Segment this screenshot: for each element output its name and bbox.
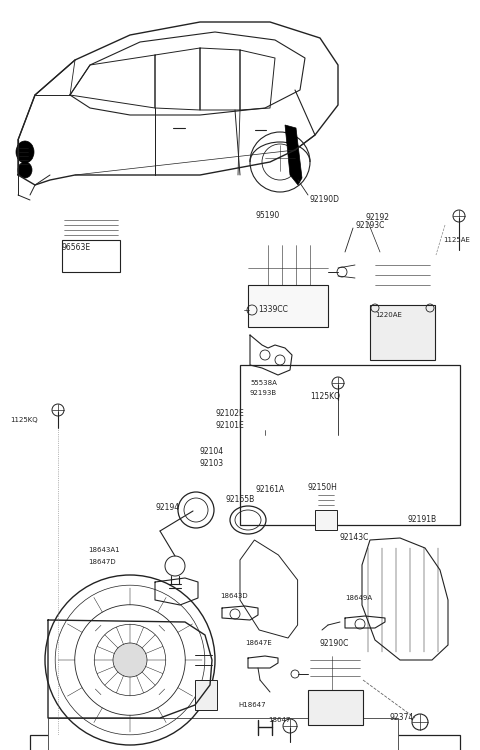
Text: 92161A: 92161A [255, 485, 284, 494]
Text: 92190D: 92190D [310, 196, 340, 205]
Text: 96563E: 96563E [62, 244, 91, 253]
Text: 18643D: 18643D [220, 593, 248, 599]
Bar [370, 305, 435, 360]
Polygon shape [285, 125, 302, 185]
Text: 92103: 92103 [200, 460, 224, 469]
Bar [48, 718, 398, 750]
Text: 92191B: 92191B [408, 515, 437, 524]
Text: 18647E: 18647E [245, 640, 272, 646]
Text: 92193B: 92193B [250, 390, 277, 396]
Text: 1339CC: 1339CC [258, 305, 288, 314]
Text: 92190C: 92190C [320, 638, 349, 647]
Text: 92143C: 92143C [340, 533, 370, 542]
Text: 92101E: 92101E [215, 421, 244, 430]
Text: 92102E: 92102E [215, 409, 244, 418]
Text: 1125KQ: 1125KQ [10, 417, 37, 423]
Text: 18647: 18647 [268, 717, 290, 723]
Ellipse shape [18, 162, 32, 178]
Text: H18647: H18647 [238, 702, 265, 708]
Text: 92374: 92374 [390, 713, 414, 722]
Text: 92194: 92194 [155, 503, 179, 512]
Text: 55538A: 55538A [250, 380, 277, 386]
Ellipse shape [16, 141, 34, 163]
Text: 92165B: 92165B [225, 496, 254, 505]
Bar [195, 680, 217, 710]
Text: 92193C: 92193C [355, 220, 384, 230]
Text: 18649A: 18649A [345, 595, 372, 601]
Text: 1125AE: 1125AE [443, 237, 470, 243]
Bar [308, 690, 363, 725]
Bar [315, 510, 337, 530]
Text: 18643A1: 18643A1 [88, 547, 120, 553]
Bar [248, 285, 328, 327]
Text: 95190: 95190 [255, 211, 279, 220]
Circle shape [113, 643, 147, 677]
Text: 1220AE: 1220AE [375, 312, 402, 318]
Bar [30, 735, 460, 750]
Bar [62, 240, 120, 272]
Text: 92150H: 92150H [308, 484, 338, 493]
Text: 92192: 92192 [365, 214, 389, 223]
Text: 18647D: 18647D [88, 559, 116, 565]
Bar [240, 365, 460, 525]
Text: 92104: 92104 [200, 448, 224, 457]
Text: 1125KQ: 1125KQ [310, 392, 340, 401]
